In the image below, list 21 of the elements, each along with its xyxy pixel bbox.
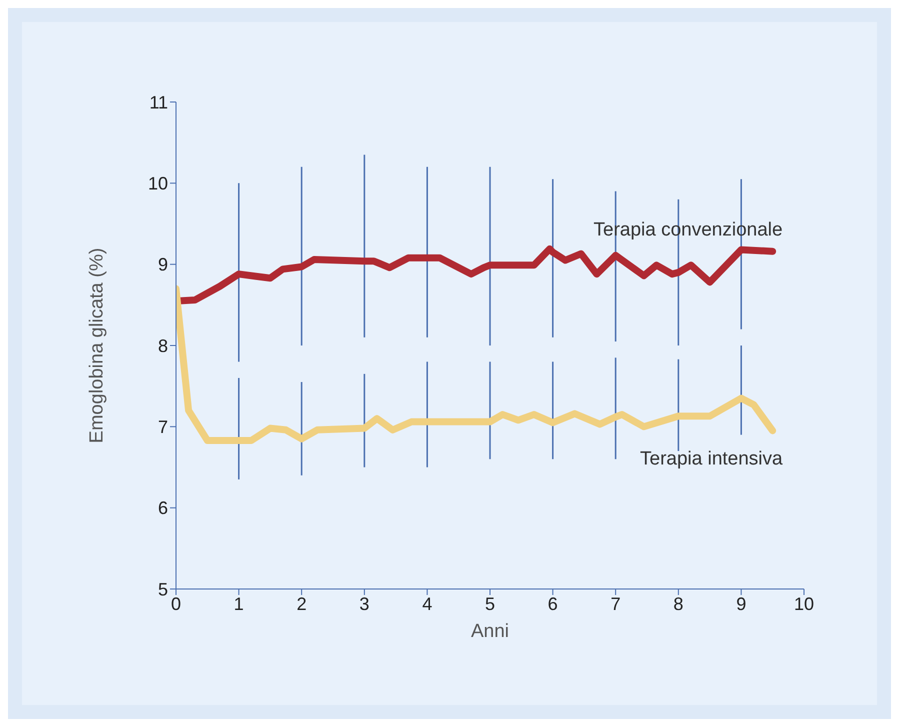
x-tick-label: 10 — [794, 594, 814, 614]
x-axis-title: Anni — [470, 621, 510, 642]
x-tick-label: 8 — [673, 594, 684, 614]
x-tick-label: 6 — [548, 594, 558, 614]
y-tick-label: 6 — [158, 498, 168, 518]
y-tick-label: 7 — [158, 417, 168, 438]
x-tick-label: 7 — [610, 594, 621, 614]
x-tick-label: 4 — [422, 594, 432, 614]
x-tick-label: 5 — [484, 594, 496, 614]
x-tick-label: 9 — [736, 594, 746, 614]
y-axis-title: Emoglobina glicata (%) — [86, 248, 108, 444]
x-tick-label: 0 — [170, 594, 182, 614]
x-tick-label: 3 — [359, 594, 370, 614]
y-tick-label: 8 — [158, 336, 168, 356]
x-tick-label: 1 — [234, 594, 244, 614]
y-tick-label: 11 — [149, 92, 168, 112]
x-tick-label: 2 — [296, 594, 307, 614]
series-label: Terapia intensiva — [640, 448, 784, 470]
y-tick-label: 10 — [148, 174, 168, 194]
y-tick-label: 9 — [158, 254, 168, 275]
y-tick-label: 5 — [158, 579, 168, 600]
